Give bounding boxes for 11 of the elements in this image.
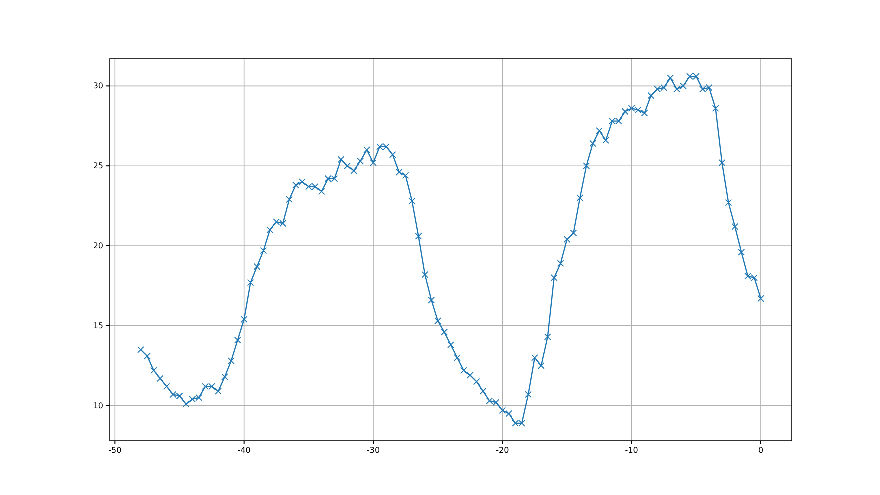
x-tick-label: -50 — [108, 446, 122, 456]
x-tick-label: -40 — [238, 446, 251, 456]
y-tick-label: 30 — [93, 82, 104, 91]
x-tick-label: -20 — [496, 446, 510, 456]
x-tick-label: 0 — [758, 446, 764, 456]
y-tick-label: 20 — [93, 242, 104, 251]
x-tick-label: -10 — [625, 446, 638, 456]
y-tick-label: 10 — [93, 401, 104, 410]
y-tick-label: 25 — [93, 162, 104, 171]
y-tick-label: 15 — [93, 321, 104, 330]
x-tick-label: -30 — [366, 446, 380, 456]
